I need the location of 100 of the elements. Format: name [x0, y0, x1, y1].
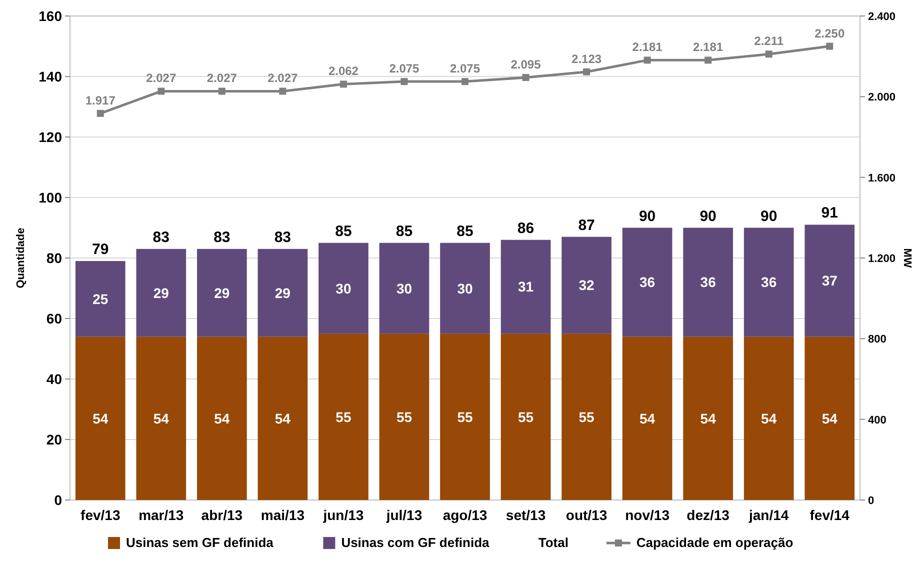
bar — [622, 228, 672, 337]
total-label: 83 — [214, 228, 230, 246]
y-axis-title: Quantidade — [15, 228, 27, 288]
data-label: 55 — [518, 408, 534, 425]
point — [826, 42, 834, 50]
x-tick-label: mar/13 — [138, 507, 184, 523]
y2-tick-label: 800 — [868, 334, 886, 346]
data-label: 2.027 — [146, 71, 176, 86]
data-label: 29 — [214, 284, 230, 301]
bar — [683, 228, 733, 337]
point — [400, 78, 408, 86]
bar — [258, 336, 308, 500]
bar — [197, 336, 247, 500]
x-tick-label: abr/13 — [201, 507, 243, 523]
y-tick-label: 40 — [46, 371, 62, 387]
y-tick-label: 160 — [38, 8, 62, 24]
x-tick-label: jul/13 — [385, 507, 422, 523]
data-label: 36 — [761, 274, 777, 290]
total-label: 90 — [638, 208, 656, 225]
bar — [440, 242, 490, 334]
y2-tick-label: 2.000 — [868, 92, 896, 104]
bar — [500, 334, 551, 500]
y-tick-label: 60 — [46, 310, 62, 326]
legend-label: Capacidade em operação — [636, 535, 794, 550]
data-label: 2.181 — [693, 40, 724, 54]
bar — [136, 336, 186, 500]
point — [279, 88, 286, 95]
data-label: 54 — [214, 410, 230, 426]
data-label: 55 — [336, 408, 352, 425]
point — [765, 50, 772, 58]
total-label: 86 — [517, 220, 534, 237]
point — [522, 74, 530, 82]
bar — [804, 224, 855, 337]
data-label: 54 — [761, 410, 777, 426]
y-tick-label: 80 — [46, 250, 62, 266]
bar — [318, 334, 368, 500]
bar — [75, 261, 126, 337]
x-tick-label: fev/13 — [80, 507, 120, 523]
data-label: 29 — [153, 284, 170, 301]
y2-tick-label: 0 — [868, 495, 874, 507]
total-label: 87 — [578, 216, 595, 234]
y-tick-label: 20 — [46, 432, 62, 448]
data-label: 2.075 — [389, 62, 420, 76]
data-label: 36 — [700, 274, 716, 290]
x-tick-label: set/13 — [506, 507, 546, 523]
y2-axis-title: MW — [901, 248, 913, 268]
point — [462, 78, 468, 86]
data-label: 32 — [578, 277, 595, 294]
data-label: 2.181 — [632, 40, 663, 54]
y-tick-label: 0 — [54, 492, 62, 508]
data-label: 54 — [700, 410, 716, 426]
x-tick-label: ago/13 — [442, 507, 488, 523]
point — [583, 68, 590, 76]
legend-label: Usinas com GF definida — [341, 535, 490, 550]
bar — [197, 248, 247, 337]
data-label: 2.027 — [268, 71, 298, 86]
data-label: 2.250 — [814, 26, 845, 40]
total-label: 90 — [760, 208, 778, 225]
point — [96, 110, 104, 117]
total-label: 85 — [335, 222, 352, 240]
bar — [379, 334, 430, 500]
y2-tick-label: 1.200 — [868, 253, 896, 265]
data-label: 30 — [336, 280, 352, 296]
bar — [683, 336, 733, 500]
bar — [500, 240, 551, 334]
x-tick-label: out/13 — [566, 507, 608, 523]
y2-tick-label: 2.400 — [868, 11, 896, 23]
bar — [440, 334, 490, 500]
data-label: 54 — [274, 410, 291, 426]
y2-tick-label: 1.600 — [868, 172, 896, 184]
bar — [622, 336, 672, 500]
x-tick-label: mai/13 — [260, 507, 305, 523]
data-label: 54 — [92, 410, 108, 426]
data-label: 2.123 — [572, 52, 602, 66]
total-label: 85 — [456, 222, 474, 240]
total-label: 85 — [396, 222, 413, 240]
legend-label: Usinas sem GF definida — [126, 535, 274, 550]
data-label: 29 — [274, 284, 291, 301]
x-tick-label: jun/13 — [322, 507, 364, 523]
point — [644, 56, 651, 64]
data-label: 55 — [578, 408, 595, 425]
bar — [318, 242, 368, 334]
data-label: 25 — [92, 290, 108, 307]
data-label: 54 — [640, 410, 656, 426]
data-label: 2.075 — [450, 62, 480, 76]
data-label: 30 — [396, 280, 412, 296]
data-label: 55 — [396, 408, 412, 425]
data-label: 2.027 — [206, 71, 238, 86]
point — [340, 80, 347, 88]
text: Total — [538, 535, 568, 550]
total-label: 79 — [92, 241, 109, 258]
total-label: 90 — [700, 208, 716, 225]
x-tick-label: nov/13 — [625, 507, 670, 523]
total-label: 91 — [821, 204, 838, 222]
data-label: 55 — [457, 408, 473, 425]
y2-tick-label: 400 — [868, 414, 886, 426]
data-label: 37 — [822, 272, 838, 289]
y-tick-label: 120 — [38, 129, 62, 145]
total-label: 83 — [152, 228, 170, 246]
bar — [75, 336, 126, 500]
